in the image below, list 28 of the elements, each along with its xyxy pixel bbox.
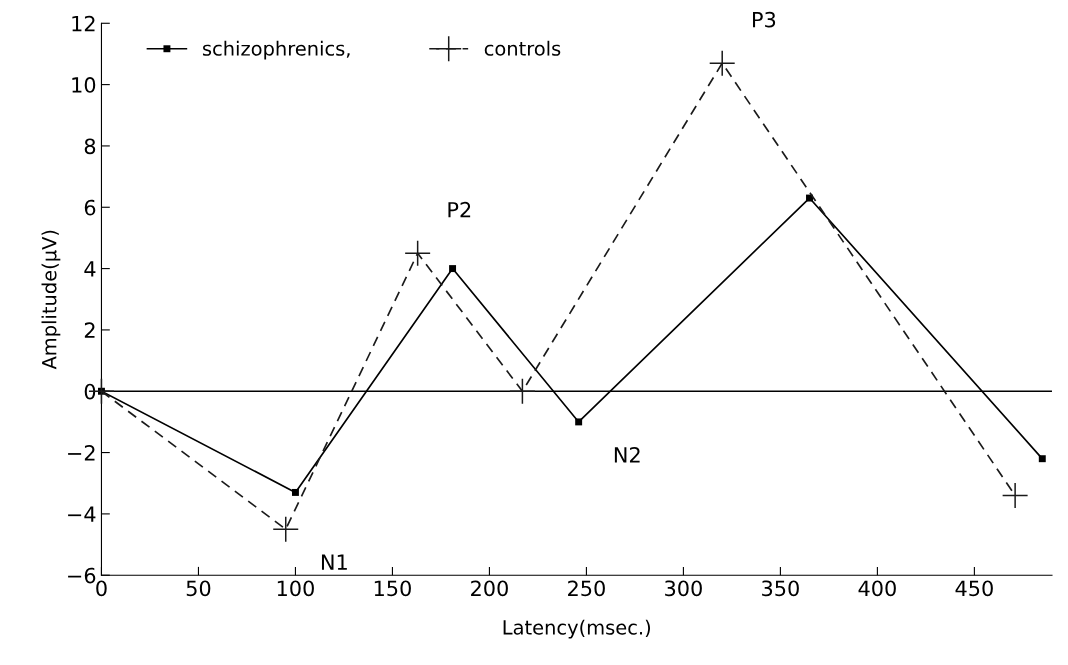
legend-label: schizophrenics, <box>202 40 350 60</box>
y-axis-title: Amplitude(μV) <box>41 230 61 370</box>
x-axis-title: Latency(msec.) <box>503 619 651 639</box>
x-tick-label: 50 <box>186 580 211 597</box>
x-tick-label: 300 <box>665 580 702 597</box>
y-tick-label: 2 <box>84 322 95 338</box>
x-tick-label: 100 <box>277 580 314 597</box>
y-tick-label: 0 <box>84 383 96 400</box>
y-tick-label: −4 <box>68 506 96 522</box>
legend-label: controls <box>484 40 561 56</box>
y-tick-label: 10 <box>72 77 96 93</box>
annotation: N2 <box>614 446 640 463</box>
annotation: N1 <box>321 554 347 570</box>
x-tick-label: 400 <box>858 580 896 597</box>
x-tick-label: 350 <box>762 580 799 597</box>
y-tick-label: 12 <box>72 15 95 32</box>
y-tick-label: −2 <box>68 445 95 461</box>
x-tick-label: 250 <box>568 580 605 597</box>
x-tick-label: 200 <box>471 580 508 597</box>
x-tick-label: 150 <box>374 580 411 597</box>
y-tick-label: −6 <box>68 567 96 584</box>
y-tick-label: 4 <box>84 261 96 277</box>
annotation: P2 <box>448 201 471 218</box>
annotation: P3 <box>753 11 776 28</box>
y-tick-label: 8 <box>84 138 96 155</box>
x-tick-label: 450 <box>955 580 993 597</box>
x-tick-label: 0 <box>96 580 107 597</box>
y-tick-label: 6 <box>84 199 96 216</box>
